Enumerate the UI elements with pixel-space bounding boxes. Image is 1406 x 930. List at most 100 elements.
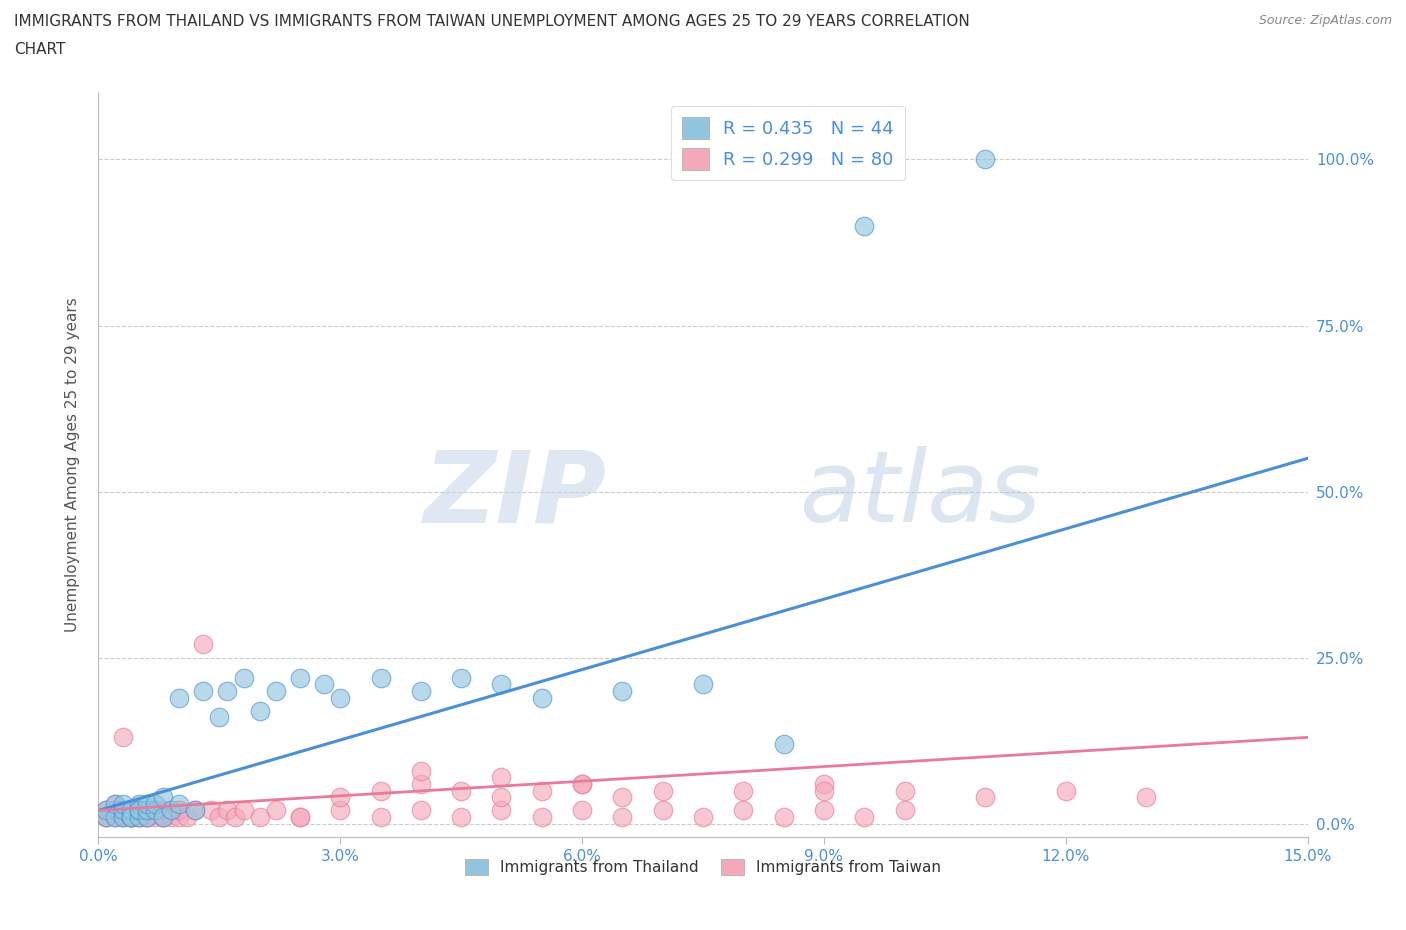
Point	[167, 810, 190, 825]
Point	[733, 783, 755, 798]
Point	[264, 684, 287, 698]
Point	[370, 783, 392, 798]
Point	[491, 803, 513, 817]
Point	[135, 803, 157, 817]
Point	[96, 810, 118, 825]
Point	[135, 810, 157, 825]
Point	[111, 810, 134, 825]
Point	[893, 783, 915, 798]
Point	[232, 671, 254, 685]
Point	[329, 690, 352, 705]
Point	[96, 803, 118, 817]
Point	[167, 803, 190, 817]
Point	[96, 803, 118, 817]
Point	[893, 803, 915, 817]
Point	[128, 810, 150, 825]
Point	[208, 810, 231, 825]
Point	[217, 684, 239, 698]
Point	[813, 783, 835, 798]
Point	[232, 803, 254, 817]
Point	[111, 730, 134, 745]
Point	[288, 671, 311, 685]
Point	[120, 810, 142, 825]
Point	[288, 810, 311, 825]
Point	[128, 803, 150, 817]
Point	[160, 803, 183, 817]
Point	[571, 777, 593, 791]
Point	[128, 796, 150, 811]
Point	[96, 810, 118, 825]
Point	[135, 810, 157, 825]
Point	[120, 803, 142, 817]
Point	[571, 803, 593, 817]
Point	[491, 677, 513, 692]
Point	[491, 770, 513, 785]
Point	[530, 783, 553, 798]
Point	[314, 677, 336, 692]
Text: atlas: atlas	[800, 446, 1042, 543]
Point	[120, 810, 142, 825]
Point	[111, 796, 134, 811]
Text: CHART: CHART	[14, 42, 66, 57]
Point	[143, 803, 166, 817]
Point	[120, 810, 142, 825]
Point	[193, 684, 215, 698]
Point	[184, 803, 207, 817]
Point	[176, 810, 198, 825]
Point	[128, 803, 150, 817]
Point	[208, 710, 231, 724]
Point	[143, 796, 166, 811]
Point	[103, 796, 125, 811]
Point	[143, 803, 166, 817]
Point	[571, 777, 593, 791]
Point	[128, 810, 150, 825]
Point	[692, 677, 714, 692]
Point	[329, 790, 352, 804]
Point	[370, 810, 392, 825]
Point	[974, 152, 997, 166]
Point	[288, 810, 311, 825]
Point	[135, 803, 157, 817]
Point	[120, 810, 142, 825]
Point	[1054, 783, 1077, 798]
Point	[111, 810, 134, 825]
Point	[152, 803, 174, 817]
Point	[111, 803, 134, 817]
Point	[128, 810, 150, 825]
Point	[450, 810, 472, 825]
Point	[612, 810, 634, 825]
Point	[193, 637, 215, 652]
Point	[329, 803, 352, 817]
Point	[184, 803, 207, 817]
Point	[224, 810, 246, 825]
Point	[111, 803, 134, 817]
Point	[120, 810, 142, 825]
Point	[103, 810, 125, 825]
Text: Source: ZipAtlas.com: Source: ZipAtlas.com	[1258, 14, 1392, 27]
Point	[853, 810, 876, 825]
Point	[111, 810, 134, 825]
Point	[813, 777, 835, 791]
Point	[370, 671, 392, 685]
Point	[733, 803, 755, 817]
Point	[612, 684, 634, 698]
Point	[450, 671, 472, 685]
Point	[111, 803, 134, 817]
Point	[167, 690, 190, 705]
Point	[152, 810, 174, 825]
Point	[264, 803, 287, 817]
Point	[450, 783, 472, 798]
Point	[530, 690, 553, 705]
Point	[160, 803, 183, 817]
Point	[491, 790, 513, 804]
Point	[128, 803, 150, 817]
Point	[853, 219, 876, 233]
Point	[135, 796, 157, 811]
Point	[974, 790, 997, 804]
Point	[103, 810, 125, 825]
Point	[167, 803, 190, 817]
Point	[409, 777, 432, 791]
Point	[409, 803, 432, 817]
Y-axis label: Unemployment Among Ages 25 to 29 years: Unemployment Among Ages 25 to 29 years	[65, 298, 80, 632]
Point	[160, 810, 183, 825]
